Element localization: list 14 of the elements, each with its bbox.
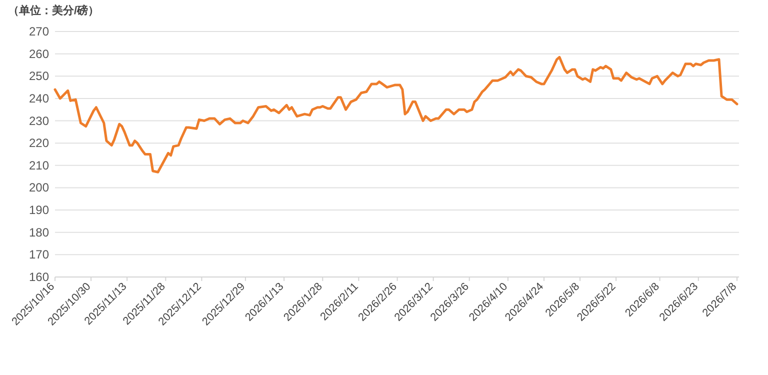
y-tick-label: 220: [28, 136, 50, 150]
y-tick-label: 200: [28, 180, 50, 195]
y-tick-label: 170: [28, 248, 50, 262]
y-tick-label: 230: [28, 114, 50, 128]
y-tick-label: 210: [28, 158, 50, 172]
y-axis-title: （单位：美分/磅）: [8, 4, 100, 17]
y-tick-label: 240: [28, 91, 50, 106]
y-tick-label: 250: [28, 69, 50, 84]
y-tick-label: 190: [28, 203, 50, 218]
y-tick-label: 260: [28, 46, 50, 61]
line-series: [54, 56, 738, 174]
y-tick-label: 270: [28, 24, 50, 38]
y-tick-label: 180: [28, 225, 50, 240]
y-tick-label: 160: [28, 270, 50, 284]
